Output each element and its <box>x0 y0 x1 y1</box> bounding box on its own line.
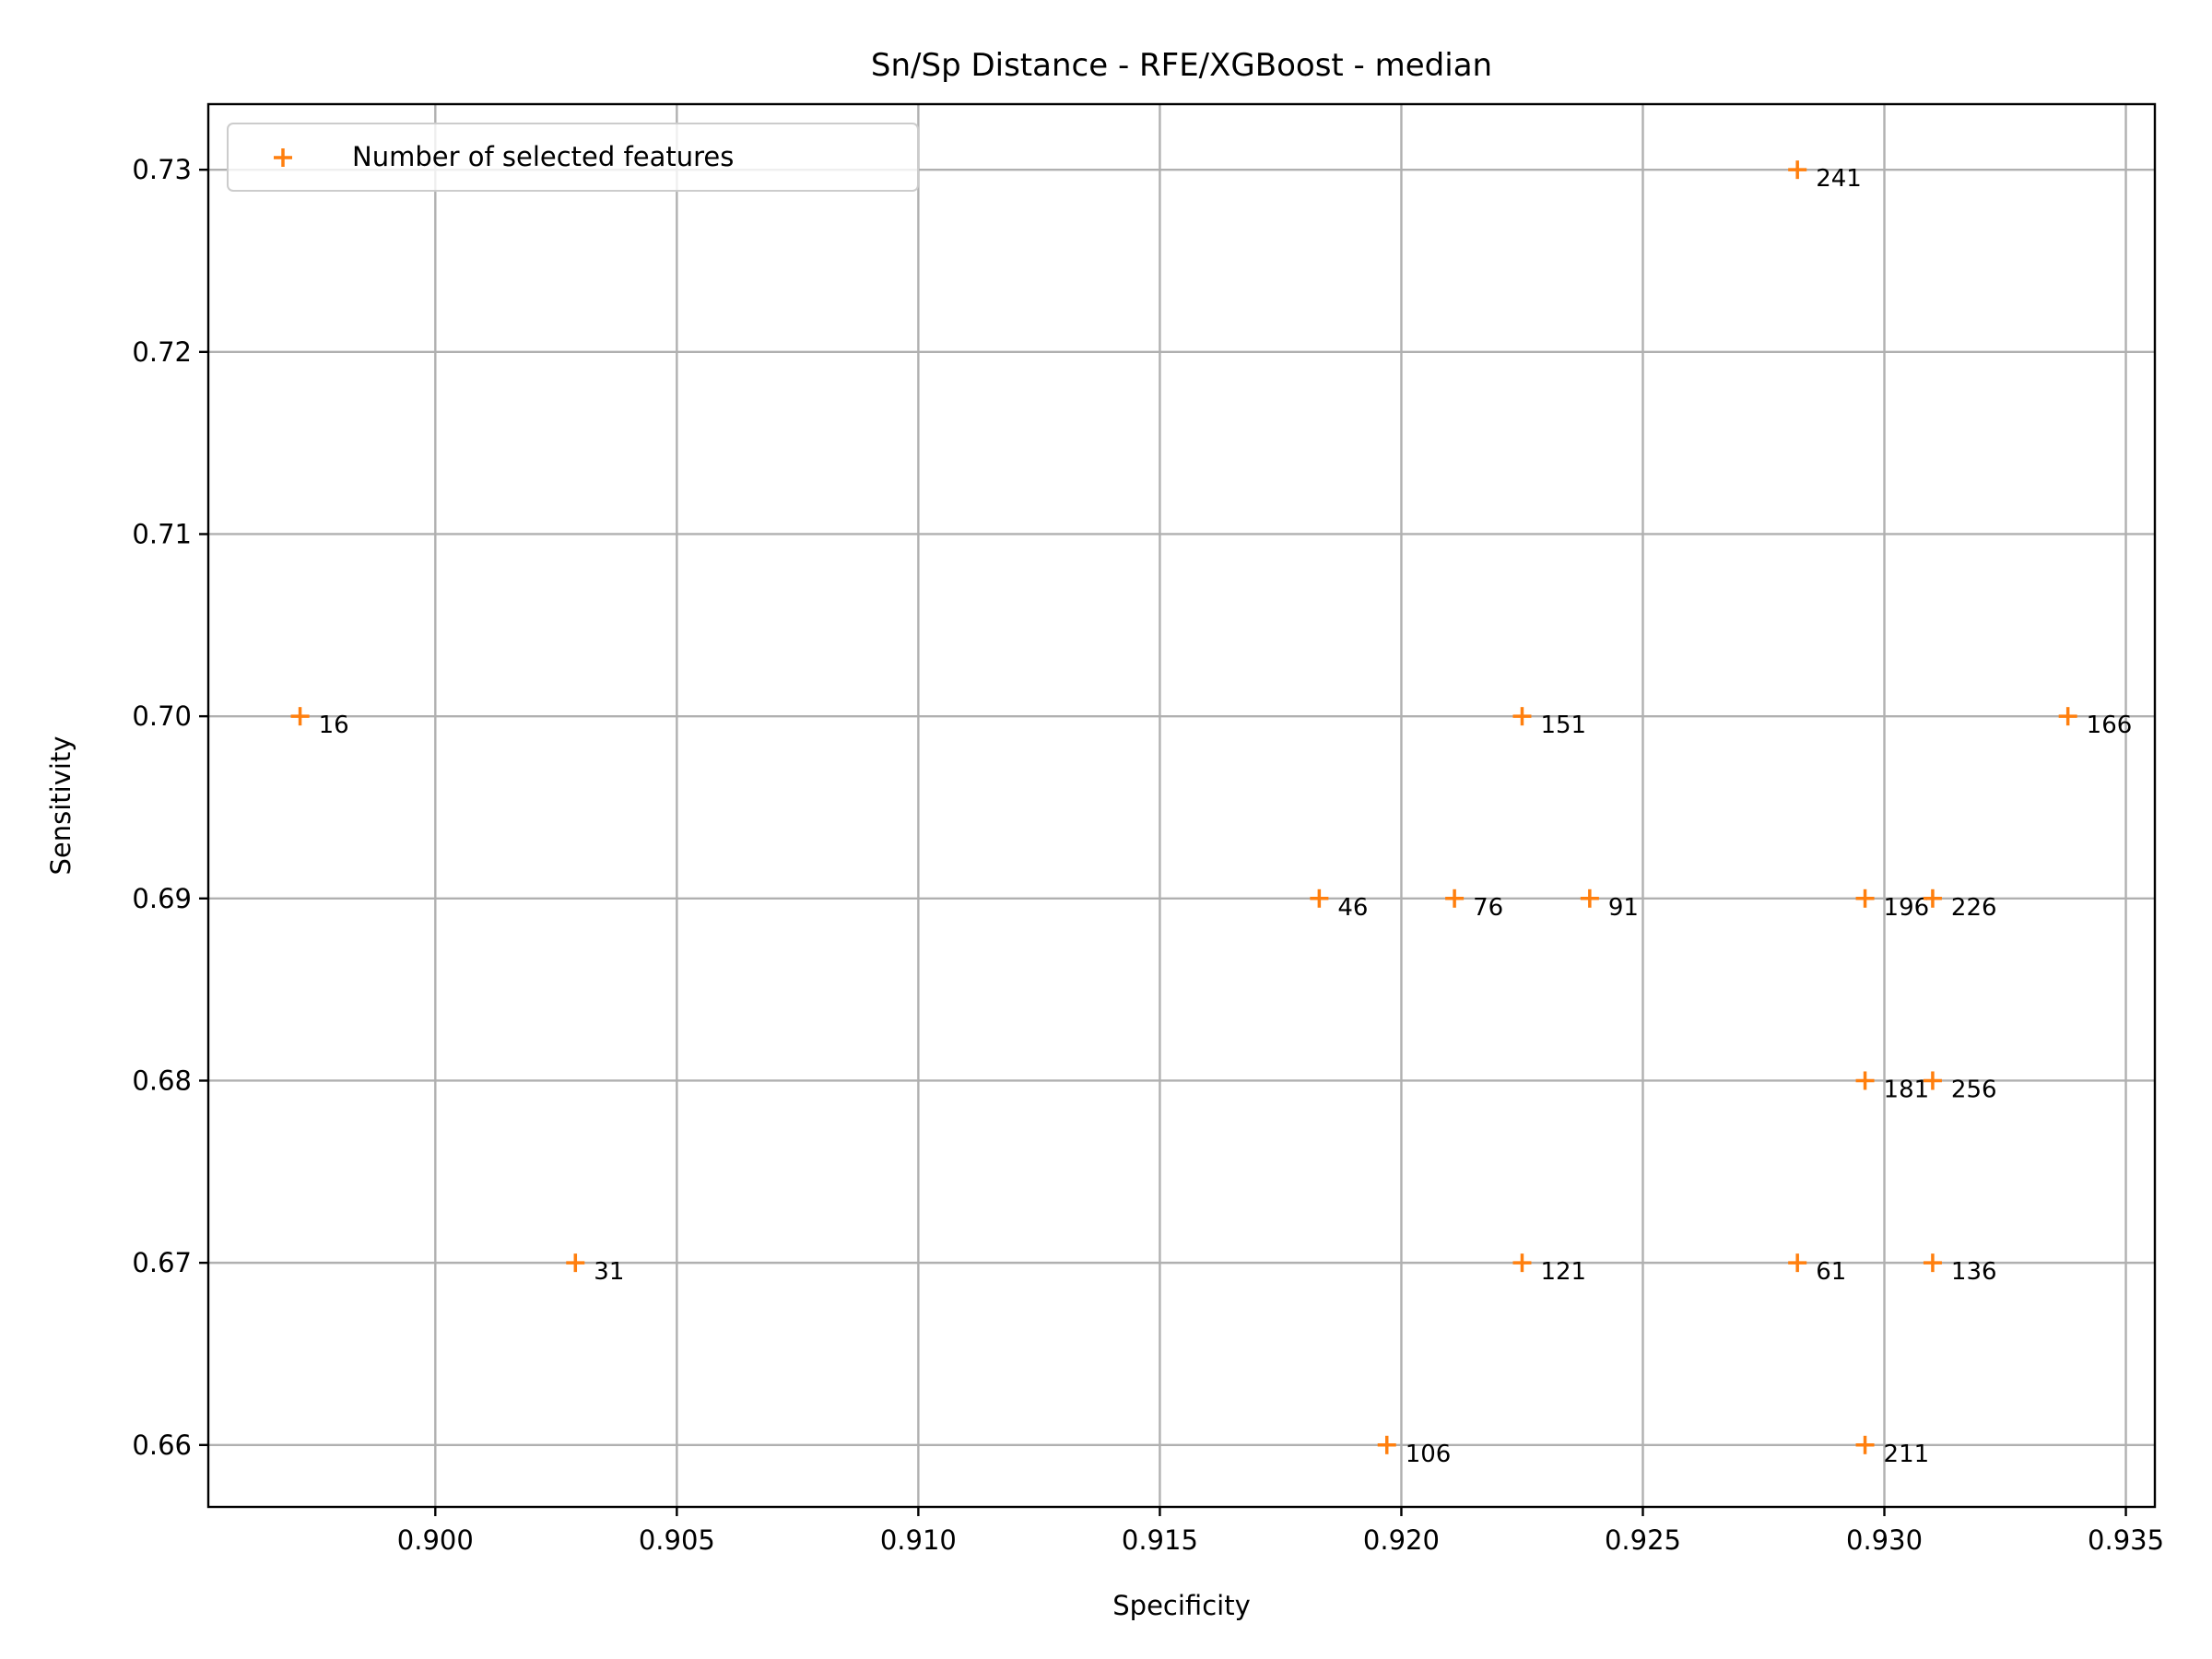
data-point-marker <box>1580 888 1599 908</box>
axis-ticks: 0.900 0.905 0.910 0.915 0.920 0.925 0.930 0.935… <box>132 154 2164 1556</box>
y-tick-label: 0.66 <box>132 1430 192 1461</box>
data-point-marker <box>1512 1253 1532 1273</box>
data-point-marker <box>1788 160 1807 180</box>
y-tick-label: 0.67 <box>132 1247 192 1278</box>
data-point-label: 256 <box>1951 1076 1997 1103</box>
data-point-marker <box>2058 707 2077 726</box>
y-tick-label: 0.69 <box>132 883 192 914</box>
data-point-marker <box>1923 1071 1942 1090</box>
data-point-label: 136 <box>1951 1258 1997 1286</box>
y-tick-label: 0.72 <box>132 336 192 368</box>
x-tick-label: 0.935 <box>2088 1524 2164 1556</box>
y-axis-label: Sensitivity <box>45 736 76 876</box>
data-point-label: 61 <box>1816 1258 1846 1286</box>
data-point-marker <box>566 1253 585 1273</box>
data-point-marker <box>1445 888 1465 908</box>
legend: Number of selected features <box>227 123 919 192</box>
y-tick-label: 0.71 <box>132 518 192 549</box>
data-point-marker <box>1923 1253 1942 1273</box>
chart-title: Sn/Sp Distance - RFE/XGBoost - median <box>871 47 1492 84</box>
grid-lines <box>208 104 2155 1507</box>
data-point-label: 16 <box>319 712 349 739</box>
y-tick-label: 0.73 <box>132 154 192 185</box>
data-point-marker <box>1377 1435 1396 1454</box>
y-tick-label: 0.70 <box>132 700 192 732</box>
data-point-marker <box>1855 1071 1875 1090</box>
data-point-label: 91 <box>1608 894 1639 922</box>
x-tick-label: 0.930 <box>1846 1524 1923 1556</box>
data-point-label: 196 <box>1884 894 1930 922</box>
plot-frame <box>206 102 2157 1509</box>
x-tick-label: 0.900 <box>397 1524 474 1556</box>
data-point-label: 226 <box>1951 894 1997 922</box>
data-point-label: 46 <box>1337 894 1368 922</box>
data-points: 16 31 46 61 76 91 106 121 136 151 166 181 196 211 226 2… <box>290 160 2133 1468</box>
x-axis-label: Specificity <box>1112 1590 1250 1621</box>
data-point-label: 211 <box>1884 1441 1930 1468</box>
x-tick-label: 0.905 <box>639 1524 715 1556</box>
legend-box <box>227 123 919 192</box>
legend-label: Number of selected features <box>352 141 734 172</box>
data-point-marker <box>1512 707 1532 726</box>
data-point-label: 106 <box>1406 1441 1452 1468</box>
data-point-marker <box>1855 1435 1875 1454</box>
data-point-label: 181 <box>1884 1076 1930 1103</box>
data-point-marker <box>1923 888 1942 908</box>
x-tick-label: 0.915 <box>1122 1524 1198 1556</box>
data-point-label: 151 <box>1540 712 1586 739</box>
x-tick-label: 0.910 <box>880 1524 957 1556</box>
data-point-marker <box>1310 888 1329 908</box>
legend-marker-plus-icon <box>274 148 292 167</box>
data-point-label: 166 <box>2087 712 2133 739</box>
data-point-label: 121 <box>1540 1258 1586 1286</box>
x-tick-label: 0.920 <box>1363 1524 1440 1556</box>
data-point-label: 31 <box>594 1258 624 1286</box>
data-point-marker <box>1855 888 1875 908</box>
data-point-marker <box>290 707 310 726</box>
data-point-label: 241 <box>1816 165 1862 193</box>
data-point-label: 76 <box>1473 894 1503 922</box>
x-tick-label: 0.925 <box>1605 1524 1681 1556</box>
data-point-marker <box>1788 1253 1807 1273</box>
y-tick-label: 0.68 <box>132 1065 192 1096</box>
